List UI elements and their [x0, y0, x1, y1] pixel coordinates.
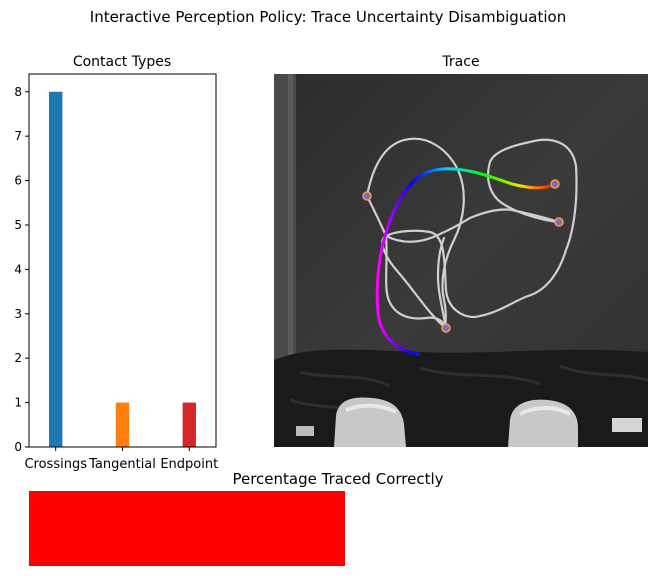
x-tick-label: Endpoint: [160, 457, 218, 472]
left-shoe-highlight: [345, 403, 397, 414]
y-tick-label: 8: [14, 85, 22, 99]
small-object: [296, 426, 314, 436]
y-tick-label: 2: [14, 351, 22, 365]
y-tick-label: 3: [14, 307, 22, 321]
x-tick-label: Crossings: [24, 457, 87, 472]
bar-chart-title: Contact Types: [73, 54, 171, 70]
trace-panel: Trace: [274, 54, 648, 447]
paper-scrap: [612, 418, 642, 432]
bar-endpoint: [182, 402, 196, 447]
left-edge-highlight: [288, 74, 293, 447]
blanket: [274, 349, 648, 447]
percentage-bar: [29, 491, 345, 566]
right-shoe-highlight: [519, 406, 571, 416]
percentage-traced-panel: Percentage Traced Correctly: [29, 470, 444, 566]
bar-y-axis: 0 1 2 3 4 5 6 7 8: [14, 85, 29, 454]
y-tick-label: 7: [14, 129, 22, 143]
trace-title: Trace: [441, 54, 479, 70]
bar-tangential: [115, 402, 130, 447]
bar-chart-frame: [28, 73, 217, 448]
contact-types-chart: Contact Types 0 1 2 3 4 5 6 7 8 Crossings Tangent…: [14, 54, 218, 472]
bar-x-axis: Crossings Tangential Endpoint: [24, 447, 218, 472]
y-tick-label: 4: [14, 262, 22, 276]
figure-title: Interactive Perception Policy: Trace Unc…: [90, 8, 566, 26]
trace-path: [375, 167, 558, 356]
y-tick-label: 6: [14, 174, 22, 188]
y-tick-label: 5: [14, 218, 22, 232]
y-tick-label: 1: [14, 396, 22, 410]
y-tick-label: 0: [14, 440, 22, 454]
trace-image: [274, 74, 648, 447]
bar-crossings: [49, 91, 63, 447]
endpoint-markers: [362, 179, 564, 333]
blanket-folds: [289, 364, 648, 418]
percentage-title: Percentage Traced Correctly: [232, 470, 443, 488]
x-tick-label: Tangential: [88, 457, 156, 472]
bar-series: [49, 91, 196, 447]
